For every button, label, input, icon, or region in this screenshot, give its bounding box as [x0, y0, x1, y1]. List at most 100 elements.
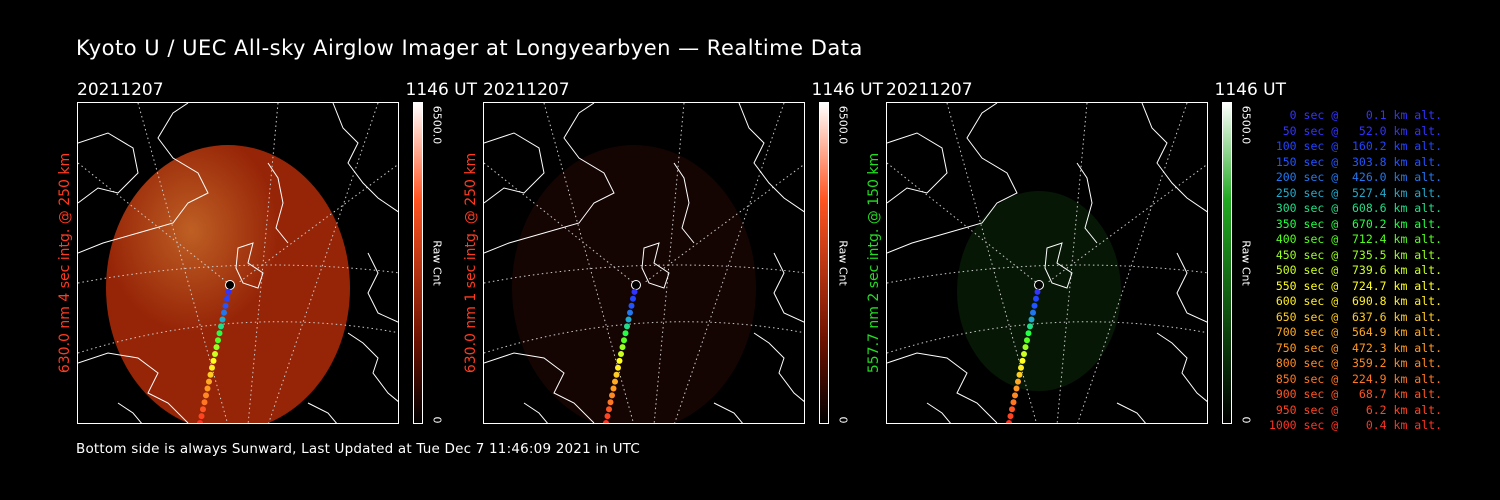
- trajectory-point: [221, 309, 227, 316]
- trajectory-point: [219, 316, 226, 323]
- trajectory-point: [1012, 392, 1018, 399]
- lat-lon-grid: [484, 162, 635, 284]
- coastline: [484, 132, 545, 204]
- trajectory-point: [209, 364, 215, 371]
- trajectory-point: [603, 420, 609, 423]
- legend-entry: 0 sec @ 0.1 km alt.: [1289, 108, 1442, 122]
- footer-status: Bottom side is always Sunward, Last Upda…: [76, 441, 640, 457]
- trajectory-point: [1034, 288, 1041, 295]
- colorbar-unit-label: Raw Cnt: [1239, 240, 1253, 286]
- colorbar: [819, 102, 829, 424]
- legend-entry: 500 sec @ 739.6 km alt.: [1275, 263, 1442, 277]
- trajectory-point: [1010, 399, 1017, 406]
- trajectory-point: [1025, 330, 1032, 337]
- lat-lon-grid: [887, 162, 1038, 284]
- coastline: [887, 352, 998, 423]
- legend-entry: 950 sec @ 6.2 km alt.: [1275, 402, 1442, 417]
- trajectory-point: [618, 351, 624, 357]
- allsky-image: [483, 102, 805, 424]
- colorbar-max-label: 6500.0: [836, 105, 850, 145]
- panel-date: 20211207: [483, 80, 570, 100]
- trajectory-point: [1027, 323, 1033, 330]
- legend-entry: 1000 sec @ 0.4 km alt.: [1268, 418, 1442, 432]
- coastline: [1176, 252, 1207, 323]
- coastline: [887, 103, 1018, 254]
- legend-entry: 400 sec @ 712.4 km alt.: [1275, 232, 1442, 246]
- colorbar-max-label: 6500.0: [430, 105, 444, 145]
- colorbar-unit-label: Raw Cnt: [430, 240, 444, 286]
- trajectory-point: [210, 357, 217, 364]
- legend-entry: 450 sec @ 735.5 km alt.: [1275, 247, 1442, 262]
- trajectory-point: [213, 344, 220, 351]
- trajectory-point: [607, 399, 614, 406]
- coastline: [78, 352, 189, 423]
- legend-entry: 350 sec @ 670.2 km alt.: [1275, 216, 1442, 231]
- trajectory-point: [1015, 378, 1021, 385]
- lat-lon-grid: [946, 103, 1037, 423]
- trajectory-point: [216, 330, 223, 337]
- trajectory-point: [630, 295, 636, 302]
- trajectory-point: [204, 385, 211, 392]
- trajectory-point: [218, 323, 224, 330]
- trajectory-point: [612, 378, 618, 385]
- trajectory-point: [606, 406, 612, 413]
- coastline: [926, 402, 951, 423]
- coastline: [887, 132, 948, 204]
- panel-time: 1146 UT: [811, 80, 884, 100]
- trajectory-point: [1006, 420, 1012, 423]
- trajectory-point: [631, 280, 641, 290]
- legend-entry: 800 sec @ 359.2 km alt.: [1275, 356, 1442, 370]
- coastline: [484, 352, 595, 423]
- trajectory-point: [203, 392, 209, 399]
- colorbar: [1222, 102, 1232, 424]
- trajectory-point: [1033, 295, 1039, 302]
- trajectory-point: [1022, 344, 1029, 351]
- legend-entry: 600 sec @ 690.8 km alt.: [1275, 294, 1442, 308]
- trajectory-point: [615, 364, 621, 371]
- trajectory-point: [224, 295, 230, 302]
- imager-panel-3: 20211207 1146 UT 557.7 nm 2 sec intg. @ 15…: [866, 80, 1286, 430]
- trajectory-point: [1021, 351, 1027, 357]
- trajectory-point: [619, 344, 626, 351]
- coastline: [78, 132, 139, 204]
- legend-entry: 250 sec @ 527.4 km alt.: [1275, 185, 1442, 200]
- imager-panel-1: 20211207 1146 UT 630.0 nm 4 sec intg. @ 25…: [57, 80, 477, 430]
- trajectory-point: [628, 302, 635, 309]
- trajectory-point: [1018, 364, 1024, 371]
- coastline: [753, 332, 804, 402]
- coastline: [347, 332, 398, 402]
- trajectory-point: [201, 399, 208, 406]
- trajectory-point: [198, 413, 205, 420]
- lat-lon-grid: [137, 103, 228, 423]
- coastline: [117, 402, 142, 423]
- legend-entry: 700 sec @ 564.9 km alt.: [1275, 325, 1442, 339]
- colorbar-min-label: 0: [836, 416, 850, 424]
- legend-entry: 850 sec @ 224.9 km alt.: [1275, 371, 1442, 386]
- coastline: [1141, 103, 1207, 213]
- trajectory-point: [1034, 280, 1044, 290]
- trajectory-point: [1016, 371, 1023, 378]
- coastline: [267, 162, 289, 244]
- trajectory-point: [207, 371, 214, 378]
- coastline: [641, 242, 670, 289]
- legend-entry: 300 sec @ 608.6 km alt.: [1275, 201, 1442, 215]
- trajectory-point: [206, 378, 212, 385]
- coastline: [1156, 332, 1207, 402]
- imager-panel-2: 20211207 1146 UT 630.0 nm 1 sec intg. @ 25…: [463, 80, 884, 430]
- trajectory-point: [625, 316, 632, 323]
- trajectory-point: [624, 323, 630, 330]
- trajectory-point: [1009, 406, 1015, 413]
- legend-entry: 750 sec @ 472.3 km alt.: [1275, 340, 1442, 355]
- trajectory-point: [627, 309, 633, 316]
- trajectory-point: [1019, 357, 1026, 364]
- colorbar-min-label: 0: [430, 416, 444, 424]
- trajectory-point: [1013, 385, 1020, 392]
- coastline: [78, 103, 209, 254]
- trajectory-point: [613, 371, 620, 378]
- trajectory-legend: 0 sec @ 0.1 km alt. 50 sec @ 52.0 km alt.…: [1262, 108, 1442, 434]
- coastline: [1116, 402, 1146, 423]
- trajectory-point: [212, 351, 218, 357]
- colorbar-max-label: 6500.0: [1239, 105, 1253, 145]
- panel-wavelength-label: 630.0 nm 1 sec intg. @ 250 km: [463, 152, 479, 374]
- trajectory-point: [225, 288, 232, 295]
